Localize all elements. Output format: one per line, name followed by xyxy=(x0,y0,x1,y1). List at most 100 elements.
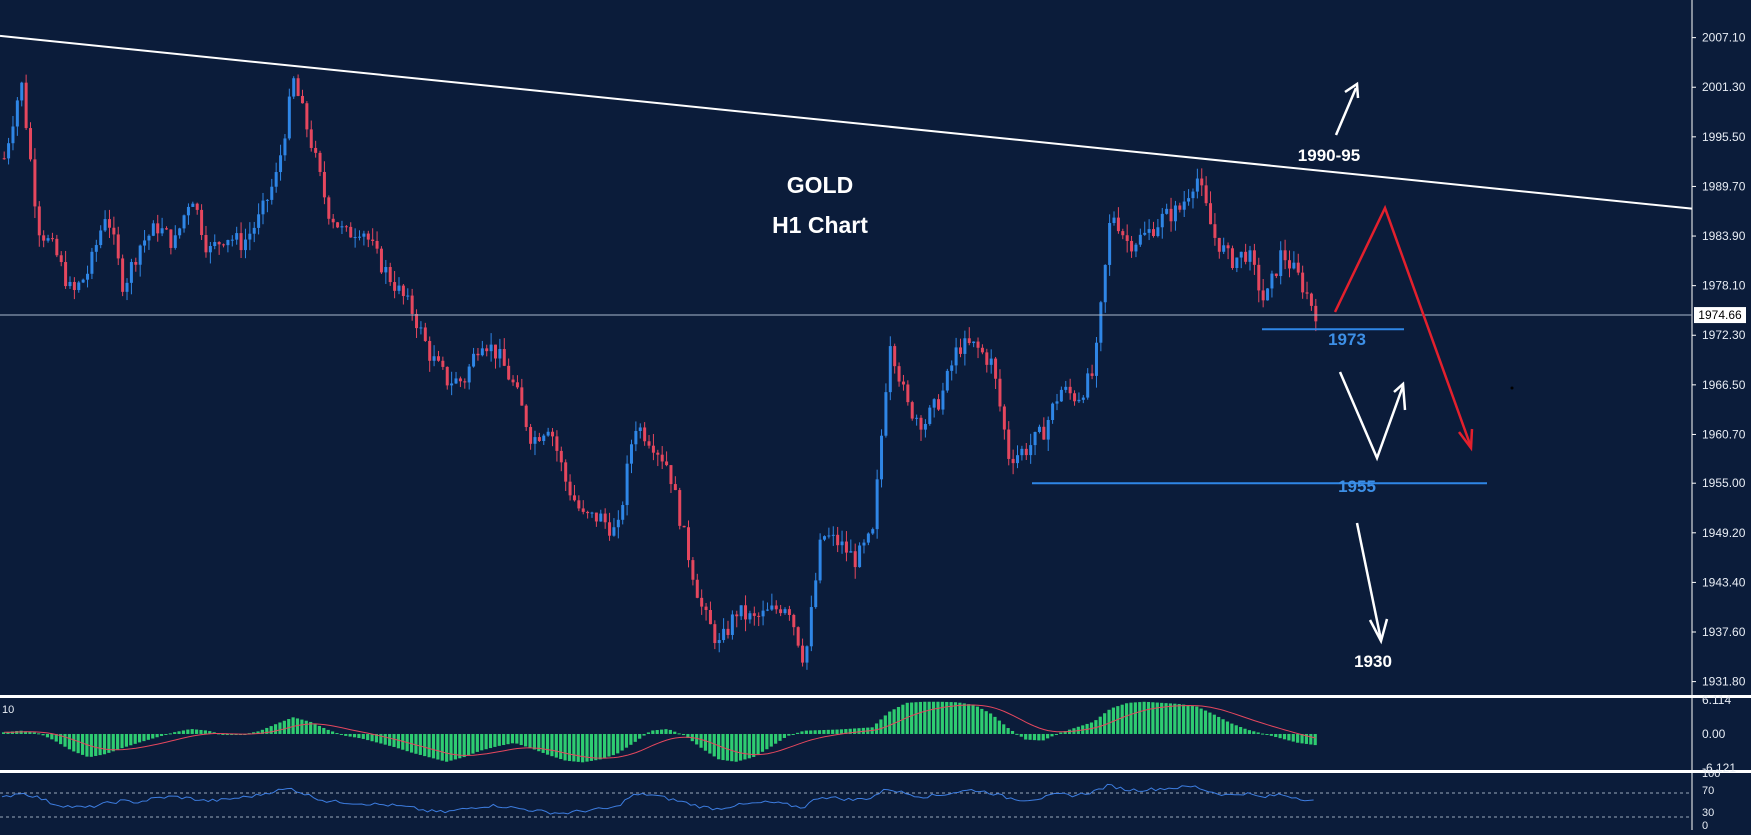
candle-body xyxy=(125,282,129,292)
candle-body xyxy=(1116,217,1120,232)
macd-bar xyxy=(914,702,918,734)
macd-bar xyxy=(598,733,602,760)
candle-body xyxy=(1125,235,1129,241)
candle-body xyxy=(375,240,379,249)
candle-body xyxy=(371,239,375,241)
candle-body xyxy=(831,534,835,536)
macd-bar xyxy=(1239,727,1243,734)
macd-bar xyxy=(730,733,734,762)
macd-bar xyxy=(1265,733,1269,735)
candle-body xyxy=(713,624,717,644)
macd-bar xyxy=(765,733,769,750)
macd-bar xyxy=(572,733,576,762)
candle-body xyxy=(643,427,647,442)
target-1930-label: 1930 xyxy=(1354,652,1392,671)
macd-bar xyxy=(331,731,335,734)
macd-bar xyxy=(778,733,782,741)
candle-body xyxy=(564,462,568,482)
candle-body xyxy=(397,285,401,291)
macd-bar xyxy=(453,733,458,760)
macd-bar xyxy=(1103,713,1107,734)
candle-body xyxy=(1055,401,1059,404)
candle-body xyxy=(1292,262,1296,269)
candle-body xyxy=(1016,455,1020,464)
price-tick-label: 1937.60 xyxy=(1702,625,1746,639)
candle-body xyxy=(1235,257,1239,268)
price-tick-label: 1989.70 xyxy=(1702,179,1746,193)
candle-body xyxy=(261,200,265,215)
candle-body xyxy=(318,152,322,172)
macd-bar xyxy=(173,732,177,734)
resistance-zone-label: 1990-95 xyxy=(1298,146,1360,165)
macd-bar xyxy=(1230,723,1234,734)
macd-bar xyxy=(287,719,291,734)
candle-body xyxy=(314,147,318,153)
candle-body xyxy=(1077,399,1081,402)
candle-body xyxy=(485,348,489,352)
macd-bar xyxy=(967,704,971,734)
stray-dot xyxy=(1510,386,1514,390)
macd-bar xyxy=(1300,733,1304,744)
macd-bar xyxy=(923,701,927,734)
candle-body xyxy=(1209,203,1213,225)
macd-bar xyxy=(997,720,1001,734)
candle-body xyxy=(362,233,366,237)
macd-bar xyxy=(559,733,563,760)
macd-bar xyxy=(379,733,383,744)
macd-bar xyxy=(668,729,672,734)
candle-body xyxy=(752,613,756,616)
candle-body xyxy=(853,551,857,568)
price-tick-label: 1955.00 xyxy=(1702,476,1746,490)
macd-bar xyxy=(1269,733,1273,736)
macd-bar xyxy=(528,733,532,748)
candle-body xyxy=(656,452,660,455)
macd-bar xyxy=(940,701,944,734)
macd-bar xyxy=(673,731,677,734)
macd-bar xyxy=(322,727,326,734)
macd-bar xyxy=(1142,701,1146,734)
candle-body xyxy=(954,347,958,366)
macd-bar xyxy=(203,730,207,734)
candle-body xyxy=(647,441,651,446)
macd-bar xyxy=(817,730,822,734)
candle-body xyxy=(1108,222,1112,265)
candle-body xyxy=(577,500,581,509)
candle-body xyxy=(765,609,769,611)
candle-body xyxy=(735,614,739,617)
macd-bar xyxy=(159,733,164,736)
candle-body xyxy=(195,203,199,210)
macd-bar xyxy=(1059,732,1063,734)
macd-bar xyxy=(1186,705,1190,734)
candle-body xyxy=(836,534,840,546)
candle-body xyxy=(678,490,682,526)
candle-body xyxy=(796,627,800,646)
macd-bar xyxy=(94,733,98,756)
candle-body xyxy=(230,239,234,241)
candle-body xyxy=(568,481,572,496)
macd-bar xyxy=(945,701,949,734)
macd-bar xyxy=(1190,705,1194,734)
macd-bar xyxy=(116,733,120,750)
candle-body xyxy=(555,436,559,451)
candle-body xyxy=(68,281,72,287)
candle-body xyxy=(243,239,247,251)
candles-group xyxy=(2,74,1318,670)
candle-body xyxy=(1068,386,1072,394)
candle-body xyxy=(1173,205,1177,222)
candle-body xyxy=(1222,245,1226,252)
candle-body xyxy=(401,285,405,297)
macd-bar xyxy=(1010,730,1015,734)
candle-body xyxy=(265,199,269,201)
macd-bar xyxy=(366,733,370,741)
candle-body xyxy=(103,219,107,231)
candle-body xyxy=(476,353,480,356)
candle-body xyxy=(1217,237,1221,252)
candle-body xyxy=(1274,273,1278,277)
macd-bar xyxy=(1247,730,1251,734)
macd-bar xyxy=(80,733,85,755)
macd-bar xyxy=(524,733,528,747)
macd-bar xyxy=(602,733,607,758)
candle-body xyxy=(94,245,98,252)
candle-body xyxy=(726,628,730,635)
